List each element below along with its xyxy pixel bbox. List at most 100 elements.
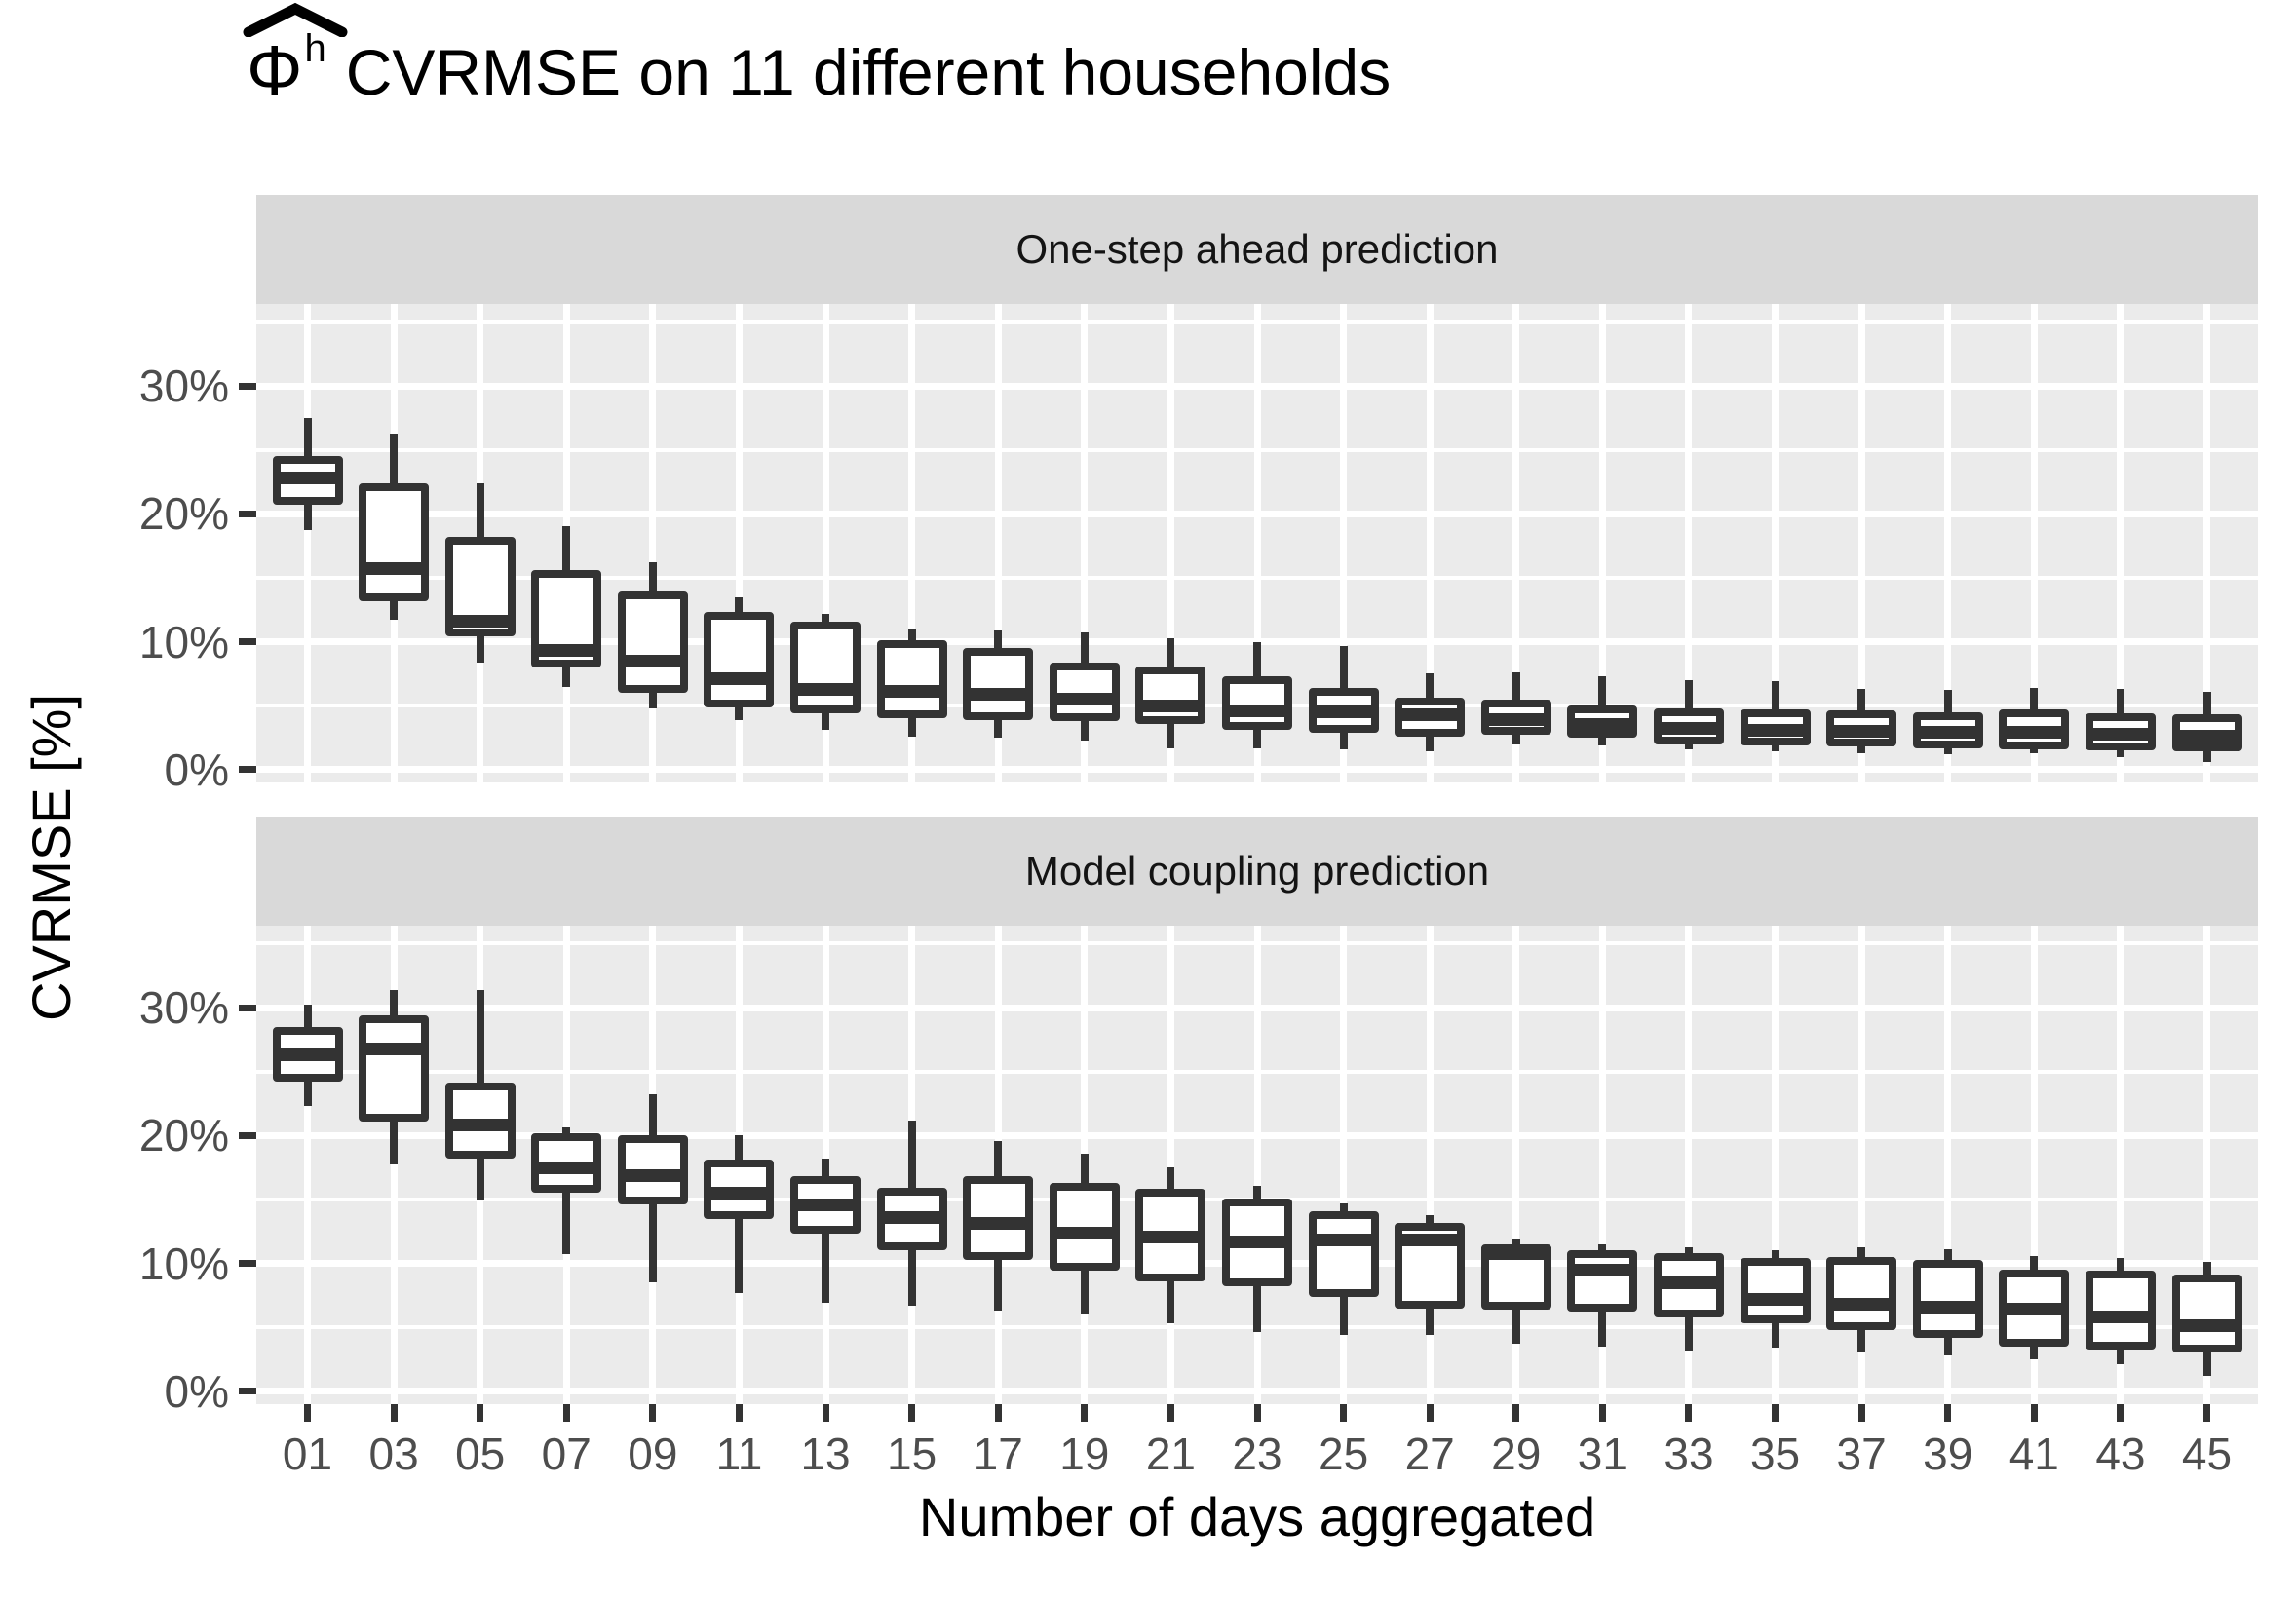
major-gridline-x [1167, 926, 1174, 1404]
boxplot-median [272, 1048, 343, 1062]
x-tick-label: 35 [1749, 1429, 1801, 1479]
x-tick-mark [1598, 1404, 1606, 1422]
y-tick-label: 30% [138, 982, 229, 1034]
boxplot-box [359, 1014, 430, 1122]
x-tick-label: 01 [282, 1429, 333, 1479]
boxplot-median [963, 1217, 1034, 1231]
major-gridline-x [1685, 926, 1693, 1404]
boxplot-box [790, 621, 861, 714]
y-tick-mark [239, 638, 256, 646]
major-gridline-x [1685, 304, 1693, 782]
y-tick-label: 20% [138, 1110, 229, 1162]
boxplot-median [359, 1042, 430, 1055]
major-gridline-x [1340, 926, 1348, 1404]
major-gridline-x [735, 304, 743, 782]
major-gridline-x [1253, 304, 1261, 782]
major-gridline-x [1167, 304, 1174, 782]
phi-glyph: Φ [247, 32, 303, 110]
y-tick-label: 10% [138, 616, 229, 667]
boxplot-box [617, 591, 688, 694]
major-gridline-x [1598, 304, 1606, 782]
boxplot-median [790, 682, 861, 696]
x-tick-mark [1253, 1404, 1261, 1422]
boxplot-median [1049, 1226, 1120, 1239]
boxplot-median [1395, 1234, 1466, 1247]
boxplot-median [1049, 693, 1120, 706]
x-tick-mark [649, 1404, 657, 1422]
boxplot-median [272, 472, 343, 485]
phi-hat-symbol: Φh [243, 2, 348, 110]
x-tick-mark [2203, 1404, 2210, 1422]
boxplot-median [790, 1198, 861, 1211]
x-tick-mark [304, 1404, 311, 1422]
major-gridline-x [1340, 304, 1348, 782]
major-gridline-x [994, 304, 1002, 782]
major-gridline-x [908, 304, 916, 782]
y-tick-label: 20% [138, 488, 229, 540]
boxplot-median [1222, 1235, 1292, 1248]
x-tick-label: 29 [1491, 1429, 1542, 1479]
x-tick-mark [1426, 1404, 1434, 1422]
y-tick-mark [239, 1388, 256, 1395]
boxplot-median [1135, 699, 1206, 712]
x-tick-mark [2030, 1404, 2038, 1422]
x-tick-mark [562, 1404, 570, 1422]
x-tick-label: 05 [455, 1429, 506, 1479]
y-tick-label: 0% [164, 1365, 229, 1417]
boxplot-median [2171, 1319, 2242, 1333]
x-tick-label: 09 [628, 1429, 678, 1479]
x-tick-label: 33 [1664, 1429, 1714, 1479]
boxplot-median [1308, 705, 1379, 719]
boxplot-median [1222, 704, 1292, 717]
y-tick-label: 10% [138, 1238, 229, 1289]
boxplot-median [444, 1119, 516, 1132]
boxplot-median [1740, 723, 1811, 737]
major-gridline-x [1772, 304, 1779, 782]
facet-strip-label: One-step ahead prediction [1015, 226, 1499, 272]
x-tick-label: 39 [1923, 1429, 1973, 1479]
chart-title-text: CVRMSE on 11 different households [345, 36, 1392, 108]
x-tick-mark [1081, 1404, 1089, 1422]
facet-strip-label: Model coupling prediction [1024, 848, 1490, 894]
x-tick-mark [1857, 1404, 1865, 1422]
x-tick-mark [390, 1404, 398, 1422]
major-gridline-x [2030, 926, 2038, 1404]
x-tick-label: 37 [1836, 1429, 1887, 1479]
major-gridline-x [1772, 926, 1779, 1404]
boxplot-median [963, 687, 1034, 701]
x-tick-label: 11 [715, 1429, 763, 1479]
y-tick-label: 0% [164, 743, 229, 795]
major-gridline-x [1598, 926, 1606, 1404]
major-gridline-x [2203, 304, 2210, 782]
major-gridline-x [649, 304, 657, 782]
major-gridline-x [1081, 304, 1089, 782]
boxplot-box [1740, 1258, 1811, 1324]
boxplot-median [876, 1210, 947, 1224]
boxplot-median [1567, 718, 1638, 732]
major-gridline-x [1426, 926, 1434, 1404]
major-gridline-x [1253, 926, 1261, 1404]
major-gridline-x [1944, 304, 1952, 782]
x-axis-title: Number of days aggregated [918, 1486, 1596, 1547]
x-tick-label: 17 [973, 1429, 1023, 1479]
boxplot-box [1222, 676, 1292, 731]
x-tick-mark [735, 1404, 743, 1422]
boxplot-median [1395, 707, 1466, 721]
x-tick-mark [2117, 1404, 2124, 1422]
boxplot-median [1567, 1263, 1638, 1276]
major-gridline-x [2030, 304, 2038, 782]
boxplot-box [1826, 1257, 1897, 1330]
boxplot-median [1912, 1300, 1983, 1314]
hat-icon [243, 2, 348, 37]
boxplot-median [1826, 724, 1897, 738]
boxplot-box [1567, 1250, 1638, 1313]
boxplot-box [1308, 1210, 1379, 1297]
boxplot-median [1740, 1292, 1811, 1306]
boxplot-box [1912, 1259, 1983, 1338]
x-tick-label: 23 [1232, 1429, 1282, 1479]
x-tick-label: 25 [1318, 1429, 1369, 1479]
major-gridline-x [2117, 926, 2124, 1404]
x-tick-label: 03 [368, 1429, 419, 1479]
phi-superscript: h [304, 27, 326, 70]
boxplot-median [1653, 722, 1724, 736]
